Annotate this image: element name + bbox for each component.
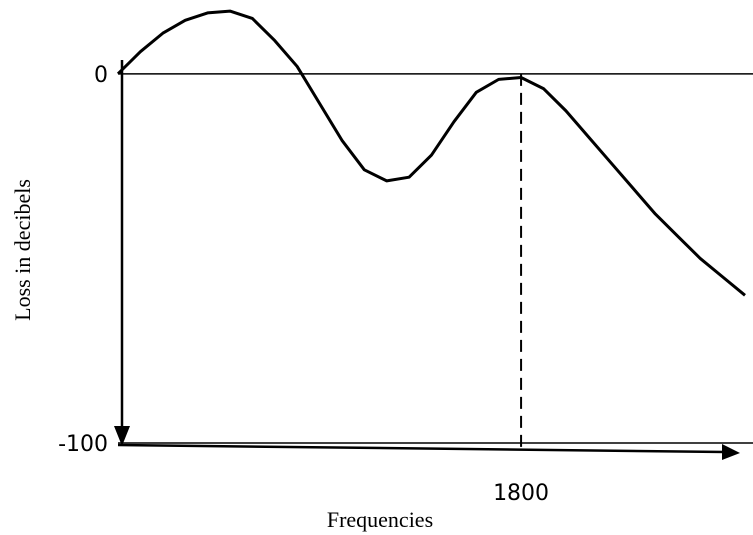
- x-axis-label: Frequencies: [327, 507, 433, 532]
- y-tick-label: 0: [94, 63, 108, 88]
- line: [116, 9, 746, 297]
- y-axis-arrow: [114, 426, 130, 446]
- y-tick-label: -100: [58, 432, 108, 457]
- y-axis-label: Loss in decibels: [10, 179, 35, 321]
- x-tick-label: 1800: [493, 481, 549, 506]
- x-axis-arrow: [722, 444, 740, 460]
- x-axis: [117, 443, 726, 454]
